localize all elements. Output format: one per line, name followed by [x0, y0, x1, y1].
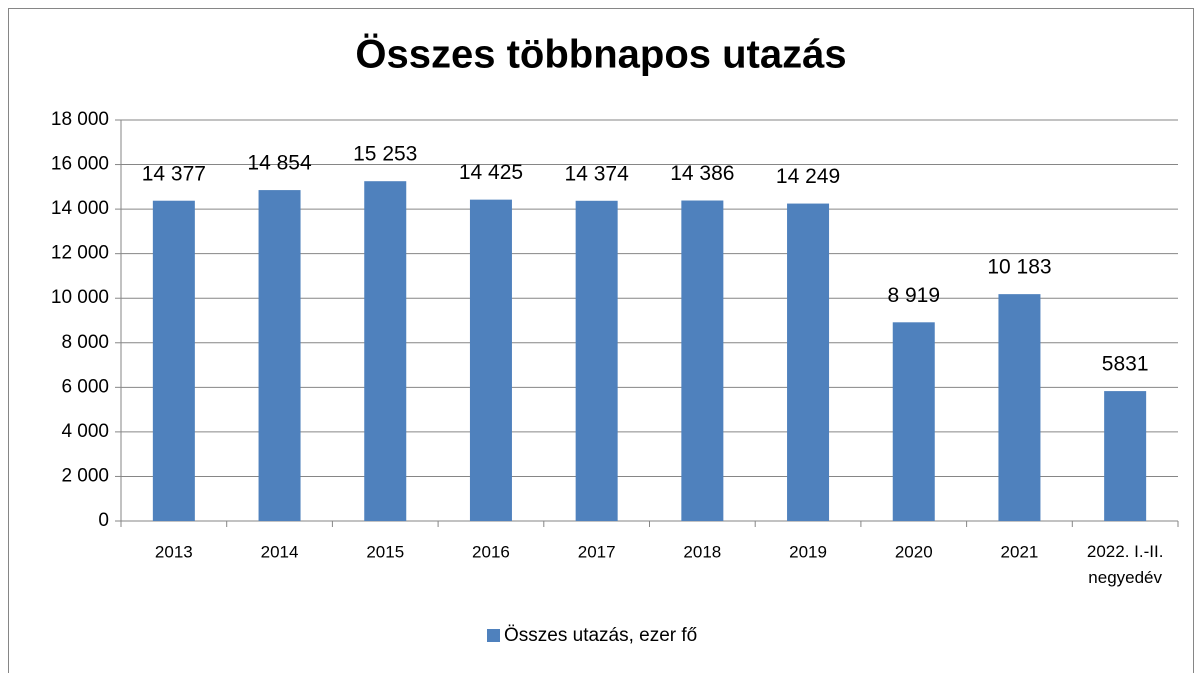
y-tick-label: 18 000 [51, 109, 109, 130]
bar [787, 203, 830, 521]
x-tick-label: 2016 [472, 542, 510, 561]
bar [364, 181, 407, 521]
x-tick-label-line: negyedév [1088, 568, 1162, 587]
data-label: 14 425 [459, 161, 523, 184]
data-label: 5831 [1102, 353, 1149, 376]
y-tick-label: 12 000 [51, 243, 109, 264]
bar [469, 199, 512, 521]
data-label: 14 854 [247, 152, 312, 175]
y-tick-label: 2 000 [61, 465, 109, 486]
y-tick-label: 16 000 [51, 154, 109, 175]
y-tick-label: 8 000 [61, 332, 109, 353]
x-tick-label: 2021 [1001, 542, 1039, 561]
x-tick-label: 2019 [789, 542, 827, 561]
data-label: 14 249 [776, 165, 840, 188]
bar [1104, 391, 1147, 521]
x-tick-label: 2013 [155, 542, 193, 561]
bar [258, 190, 301, 522]
data-label: 8 919 [887, 284, 940, 307]
data-label: 10 183 [987, 256, 1051, 279]
legend-label: Összes utazás, ezer fő [504, 625, 697, 646]
data-label: 14 374 [565, 162, 630, 185]
data-label: 14 377 [142, 162, 206, 185]
data-label: 15 253 [353, 143, 417, 166]
y-tick-label: 10 000 [51, 287, 109, 308]
legend-swatch [487, 629, 500, 642]
bar [998, 294, 1041, 521]
chart-title: Összes többnapos utazás [355, 32, 846, 77]
x-tick-label: 2017 [578, 542, 616, 561]
x-tick-label: 2015 [366, 542, 404, 561]
bar [575, 200, 618, 521]
x-tick-label: 2018 [683, 542, 721, 561]
bar [892, 322, 935, 521]
x-tick-label: 2020 [895, 542, 933, 561]
x-tick-label-line: 2022. I.-II. [1087, 542, 1164, 561]
y-tick-label: 14 000 [51, 198, 109, 219]
data-label: 14 386 [670, 162, 734, 185]
bar [152, 200, 195, 521]
y-tick-label: 4 000 [61, 421, 109, 442]
x-tick-label: 2022. I.-II. negyedév [1087, 542, 1164, 587]
bar [681, 200, 724, 521]
y-tick-label: 0 [98, 510, 109, 531]
y-tick-label: 6 000 [61, 376, 109, 397]
x-tick-label: 2014 [261, 542, 299, 561]
